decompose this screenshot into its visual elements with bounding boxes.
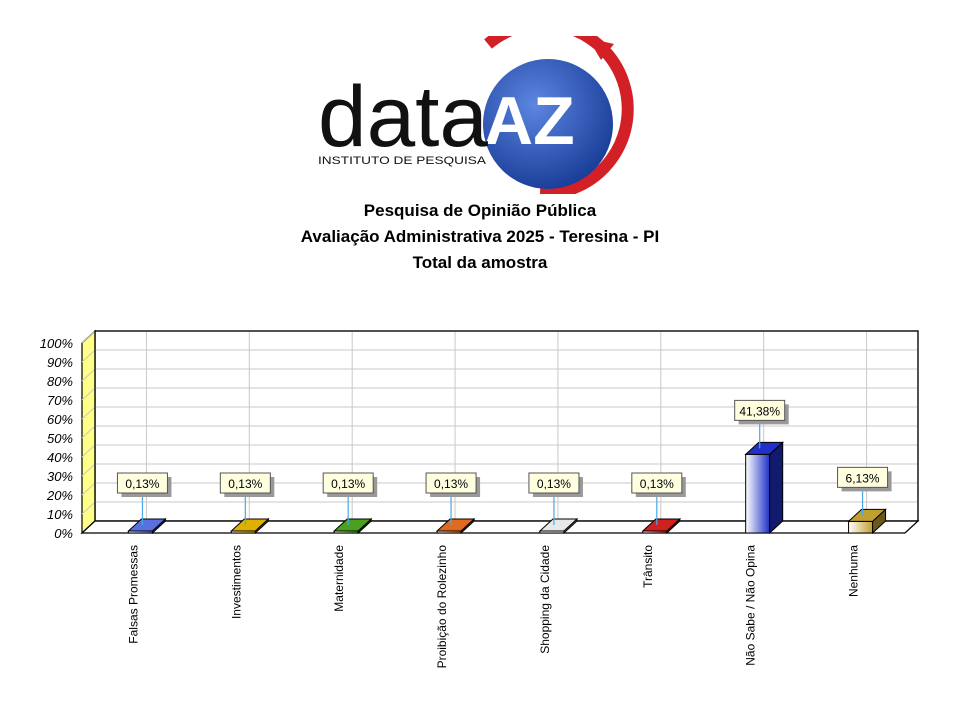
data-label: 0,13% xyxy=(125,477,159,491)
y-tick-label: 60% xyxy=(47,412,73,427)
data-label: 0,13% xyxy=(434,477,468,491)
y-tick-label: 20% xyxy=(46,488,73,503)
grid-line-diag xyxy=(81,444,96,458)
y-tick-label: 0% xyxy=(54,526,73,541)
y-tick-label: 100% xyxy=(40,336,73,351)
grid-line-diag xyxy=(81,349,96,363)
data-label: 0,13% xyxy=(228,477,262,491)
x-category-label: Shopping da Cidade xyxy=(538,545,552,654)
grid-line-diag xyxy=(81,330,96,344)
y-tick-label: 80% xyxy=(47,374,73,389)
data-label: 41,38% xyxy=(739,404,780,418)
x-category-label: Trânsito xyxy=(641,545,655,588)
x-category-label: Maternidade xyxy=(332,545,346,612)
title-line-2: Avaliação Administrativa 2025 - Teresina… xyxy=(300,227,660,246)
x-category-label: Proibição do Rolezinho xyxy=(435,545,449,669)
y-tick-label: 90% xyxy=(47,355,73,370)
x-category-label: Não Sabe / Não Opina xyxy=(744,545,758,666)
grid-line-diag xyxy=(81,463,96,477)
bar-top xyxy=(538,518,579,532)
data-label-box xyxy=(322,472,374,494)
bar-top xyxy=(230,518,270,532)
y-tick-label: 70% xyxy=(47,393,73,408)
plot-floor xyxy=(80,520,920,534)
bar-top xyxy=(641,518,682,532)
data-label: 0,13% xyxy=(331,477,365,491)
bar-side xyxy=(769,441,784,535)
bar-top xyxy=(847,508,887,522)
title-line-3: Total da amostra xyxy=(412,253,548,272)
grid-line-diag xyxy=(81,501,96,515)
grid-line-diag xyxy=(81,406,96,420)
data-label-box xyxy=(219,472,271,494)
data-label: 0,13% xyxy=(640,477,674,491)
logo-mark: AZ xyxy=(484,83,575,159)
data-label-box xyxy=(528,472,580,494)
dataaz-logo: AZ data INSTITUTO DE PESQUISA xyxy=(318,18,636,201)
x-category-label: Nenhuma xyxy=(847,545,861,597)
title-line-1: Pesquisa de Opinião Pública xyxy=(363,201,597,220)
logo-word: data xyxy=(318,69,488,165)
y-tick-label: 10% xyxy=(47,507,73,522)
logo-tagline: INSTITUTO DE PESQUISA xyxy=(318,155,487,167)
bar-top xyxy=(744,441,784,455)
plot-back-wall-border xyxy=(94,330,919,522)
bar-top xyxy=(435,518,476,532)
y-tick-label: 30% xyxy=(47,469,73,484)
bar-chart: 0% 10% 20% 30% 40% 50% 60% 70% 80% 90% 100% 0,13% Fa… xyxy=(40,329,920,669)
grid-line-diag xyxy=(81,368,96,382)
data-label-box xyxy=(734,399,786,421)
data-label: 0,13% xyxy=(537,477,571,491)
data-label-box xyxy=(116,472,168,494)
bar-top xyxy=(332,518,373,532)
grid-line-diag xyxy=(81,425,96,439)
x-category-label: Investimentos xyxy=(229,545,243,619)
chart-titles: Pesquisa de Opinião Pública Avaliação Ad… xyxy=(0,198,960,276)
bar-front xyxy=(745,453,771,534)
grid-line-diag xyxy=(81,482,96,496)
data-label-box xyxy=(837,466,889,488)
data-label-box xyxy=(425,472,477,494)
data-label: 6,13% xyxy=(846,471,880,485)
bar-front xyxy=(848,520,874,534)
data-label-box xyxy=(631,472,683,494)
y-tick-label: 40% xyxy=(47,450,73,465)
grid-line-diag xyxy=(81,387,96,401)
y-tick-label: 50% xyxy=(47,431,73,446)
logo: AZ data INSTITUTO DE PESQUISA xyxy=(318,18,636,201)
x-category-label: Falsas Promessas xyxy=(126,545,140,644)
bar-top xyxy=(127,518,167,532)
